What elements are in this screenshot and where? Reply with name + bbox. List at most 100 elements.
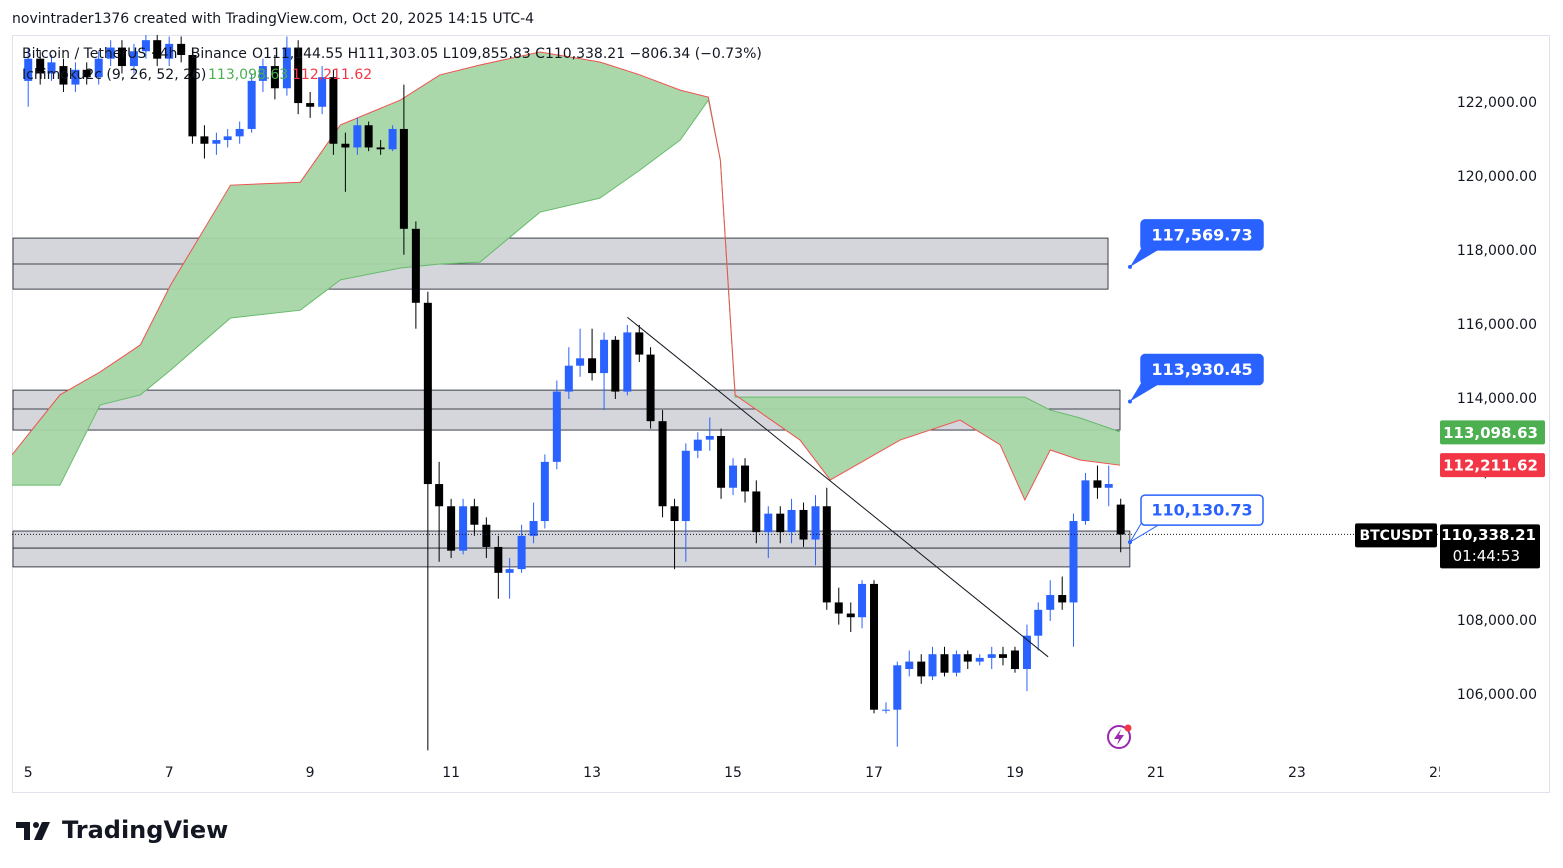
candle-body <box>752 491 761 533</box>
y-tick-label: 118,000.00 <box>1457 243 1537 259</box>
candle-body <box>529 521 538 536</box>
candle-body <box>494 546 503 573</box>
overlay: 106,000.00108,000.00110,000.00112,000.00… <box>1128 95 1545 703</box>
y-tick-label: 108,000.00 <box>1457 613 1537 629</box>
candle-body <box>1069 521 1078 603</box>
candle-body <box>117 47 126 67</box>
candle-body <box>376 147 385 150</box>
candle-body <box>564 365 573 392</box>
candle-body <box>423 302 432 485</box>
candle-body <box>294 47 303 104</box>
candle-body <box>623 332 632 392</box>
ohlc: O111,144.55 H111,303.05 L109,855.83 C110… <box>252 46 762 62</box>
candle-body <box>635 332 644 355</box>
indicator-value: 113,098.63 <box>208 67 288 83</box>
candle-body <box>670 506 679 522</box>
candle-body <box>505 569 514 573</box>
candle-body <box>482 524 491 547</box>
candle-body <box>59 66 68 85</box>
candle-body <box>364 125 373 148</box>
x-tick-label: 5 <box>24 765 33 781</box>
candle-body <box>811 506 820 540</box>
candle-body <box>153 40 162 59</box>
candle-body <box>141 40 150 52</box>
zone <box>12 530 1131 568</box>
candle-body <box>552 391 561 462</box>
candle-body <box>952 654 961 673</box>
header: novintrader1376 created with TradingView… <box>12 11 534 27</box>
candle-body <box>82 69 91 78</box>
span-a <box>12 98 1121 486</box>
candle-body <box>318 77 327 107</box>
y-tick-label: 116,000.00 <box>1457 317 1537 333</box>
candle-body <box>188 54 197 137</box>
candle-body <box>388 128 397 150</box>
candle-body <box>517 535 526 570</box>
candle-body <box>36 58 45 74</box>
callout-box <box>1140 494 1264 526</box>
candle-body <box>905 661 914 670</box>
trend-line <box>627 316 1049 658</box>
candle-body <box>834 602 843 614</box>
candle-body <box>764 513 773 533</box>
candle-body <box>459 506 468 551</box>
indicator-value: 112,211.62 <box>292 67 372 83</box>
candle-body <box>1104 484 1113 488</box>
logo[interactable]: TradingView <box>16 816 228 844</box>
candle-body <box>658 421 667 507</box>
symbol-tag <box>1355 523 1437 548</box>
candle-body <box>223 136 232 141</box>
callout-label: 113,930.45 <box>1151 360 1252 379</box>
candle-body <box>165 43 174 59</box>
candle-body <box>975 657 984 662</box>
candle-body <box>693 439 702 451</box>
candle-body <box>282 47 291 89</box>
candle-body <box>999 654 1008 658</box>
x-tick-label: 15 <box>724 765 742 781</box>
candle-body <box>1081 480 1090 522</box>
candle-body <box>1034 609 1043 636</box>
candle-body <box>470 506 479 525</box>
candle-body <box>1093 480 1102 488</box>
y-tick-label: 114,000.00 <box>1457 391 1537 407</box>
plot-area <box>12 35 1440 751</box>
y-tick-label: 106,000.00 <box>1457 687 1537 703</box>
candle-body <box>435 484 444 507</box>
candle-body <box>1022 635 1031 670</box>
candle-body <box>717 435 726 488</box>
candle-body <box>129 51 138 67</box>
candle-body <box>177 43 186 55</box>
callout-pointer <box>1130 246 1160 267</box>
callout-label: 110,130.73 <box>1151 501 1252 520</box>
candle-body <box>106 47 115 59</box>
countdown: 01:44:53 <box>1453 547 1520 565</box>
x-tick-label: 17 <box>865 765 883 781</box>
candle-body <box>646 354 655 422</box>
last-price-label: 110,338.21 <box>1441 526 1536 544</box>
candle-body <box>787 509 796 533</box>
candle-body <box>1058 595 1067 603</box>
x-tick-label: 21 <box>1147 765 1165 781</box>
candle-body <box>399 128 408 229</box>
price-tag <box>1440 420 1545 445</box>
candle-body <box>341 143 350 148</box>
candle-body <box>1046 595 1055 610</box>
logo-text: TradingView <box>62 816 228 844</box>
candle-body <box>200 136 209 144</box>
price-tag <box>1440 453 1545 478</box>
symbol-tag-label: BTCUSDT <box>1359 528 1433 544</box>
candle-body <box>611 339 620 392</box>
candle-body <box>212 140 221 144</box>
x-tick-label: 19 <box>1006 765 1024 781</box>
price-tag-label: 113,098.63 <box>1443 424 1538 442</box>
indicator-name: Ichimoku2c (9, 26, 52, 26) <box>22 67 206 83</box>
candle-body <box>893 665 902 710</box>
candle-body <box>940 654 949 673</box>
alert-icon[interactable] <box>1107 724 1132 749</box>
cloud-fill <box>12 52 1121 500</box>
candle-body <box>94 58 103 78</box>
candle-body <box>47 62 56 74</box>
chart-frame <box>12 35 1550 793</box>
